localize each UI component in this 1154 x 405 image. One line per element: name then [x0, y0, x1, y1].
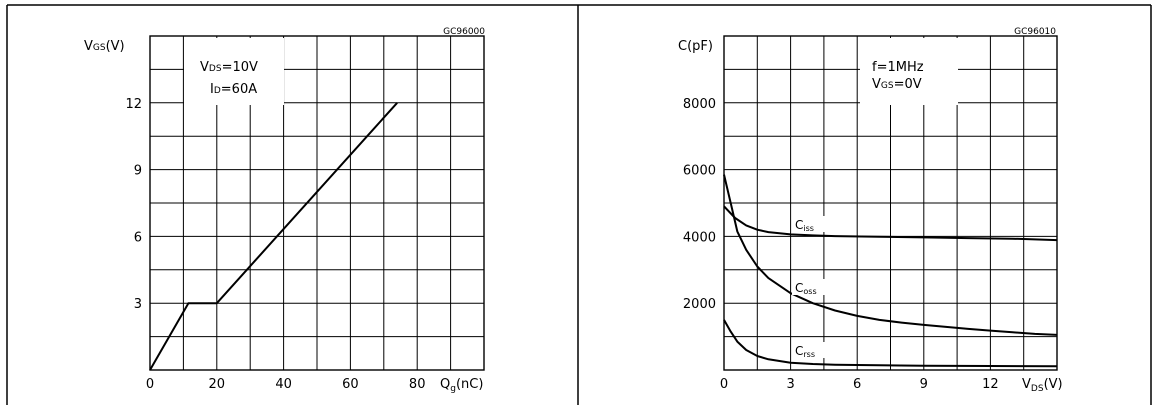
annotation-vgs: VGS=0V: [872, 77, 922, 92]
x-tick-label: 0: [146, 377, 154, 392]
series-label-rss: Crss: [795, 344, 815, 359]
annotation-freq: f=1MHz: [872, 60, 924, 75]
series-line-oss: [723, 174, 1058, 336]
capacitance-chart: GC96010 0 3 6 9 12 2000 4000 6000 8000 C(pF) VDS…: [678, 27, 1063, 394]
x-axis-label-unit: (nC): [456, 377, 483, 392]
x-tick-label: 3: [786, 377, 794, 392]
x-tick-label: 20: [209, 377, 226, 392]
x-axis-label: VDS(V): [1022, 377, 1063, 394]
label-bg-iss: [792, 216, 826, 232]
y-tick-label: 2000: [683, 297, 716, 312]
y-axis-label-main: V: [84, 39, 93, 54]
tick-labels: 0 3 6 9 12 2000 4000 6000 8000: [683, 97, 999, 392]
series-line-0: [149, 102, 398, 371]
annotation-vds: VDS=10V: [200, 60, 258, 75]
y-tick-label: 8000: [683, 97, 716, 112]
x-tick-label: 6: [853, 377, 861, 392]
label-bg-rss: [792, 342, 826, 358]
y-tick-label: 3: [134, 297, 142, 312]
chart-code: GC96000: [443, 27, 485, 37]
x-tick-label: 0: [720, 377, 728, 392]
x-tick-label: 60: [342, 377, 359, 392]
series-label-iss: Ciss: [795, 218, 814, 233]
series-line-iss: [723, 205, 1058, 242]
y-tick-label: 6000: [683, 164, 716, 179]
x-axis-label-main: Q: [440, 377, 450, 392]
x-tick-label: 80: [409, 377, 426, 392]
label-bg-oss: [792, 279, 826, 295]
chart-code: GC96010: [1014, 27, 1056, 37]
plot-frame: [723, 35, 1058, 371]
y-axis-label-unit: (V): [106, 39, 125, 54]
x-tick-label: 12: [982, 377, 999, 392]
series-lines: [149, 102, 398, 371]
x-tick-label: 9: [920, 377, 928, 392]
gate-charge-chart: GC96000 0 20 40 60 80 3 6 9 12 VGS(V) Qg(nC) VDS…: [84, 27, 485, 394]
y-axis-label: C(pF): [678, 39, 713, 54]
series-line-rss: [723, 319, 1058, 368]
y-tick-label: 6: [134, 230, 142, 245]
plot-frame: [149, 35, 485, 371]
x-axis-label-sub: DS: [1031, 384, 1044, 394]
tick-labels: 0 20 40 60 80 3 6 9 12: [125, 97, 425, 392]
annotation-box: [860, 38, 958, 105]
x-tick-label: 40: [275, 377, 292, 392]
annotation-id: ID=60A: [210, 82, 257, 97]
series-label-oss: Coss: [795, 281, 817, 296]
y-tick-label: 4000: [683, 230, 716, 245]
annotation-box: [184, 38, 284, 105]
y-tick-label: 9: [134, 164, 142, 179]
y-axis-label: VGS(V): [84, 39, 125, 54]
y-axis-label-sub: GS: [93, 43, 106, 53]
x-axis-label-main: V: [1022, 377, 1031, 392]
series-lines: [723, 174, 1058, 368]
x-axis-label: Qg(nC): [440, 377, 483, 394]
x-axis-label-unit: (V): [1044, 377, 1063, 392]
x-axis-label-sub: g: [450, 384, 456, 394]
y-tick-label: 12: [125, 97, 142, 112]
